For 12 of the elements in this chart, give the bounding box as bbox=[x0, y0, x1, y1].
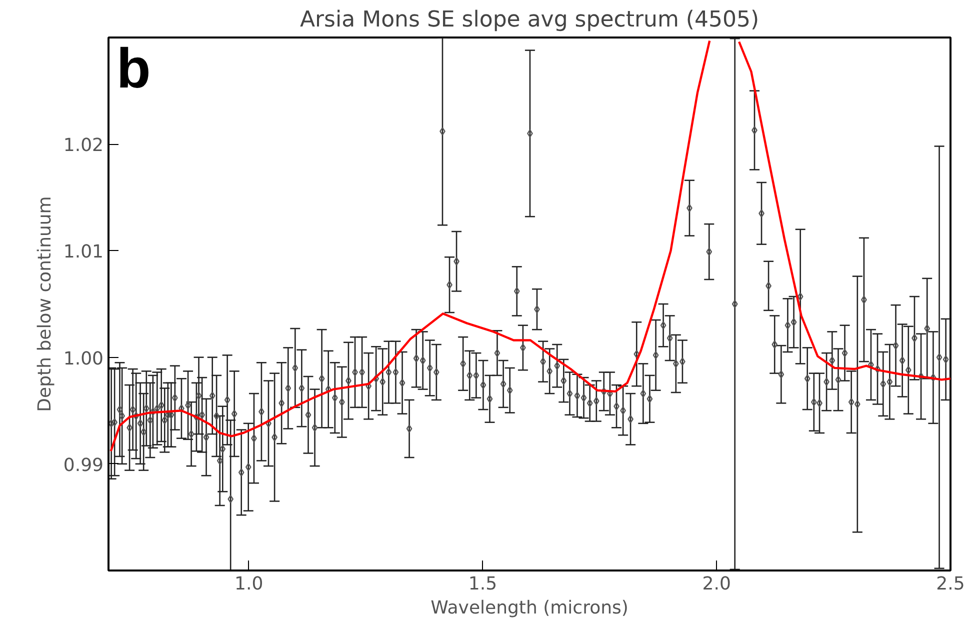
x-tick-label: 2.5 bbox=[936, 574, 965, 594]
annotation: b bbox=[116, 36, 151, 100]
x-tick-label: 2.0 bbox=[702, 574, 731, 594]
x-tick-label: 1.5 bbox=[468, 574, 498, 594]
x-tick-label: 1.0 bbox=[234, 574, 264, 594]
chart-title: Arsia Mons SE slope avg spectrum (4505) bbox=[300, 8, 760, 32]
x-axis-title: Wavelength (microns) bbox=[430, 598, 628, 618]
y-tick-label: 1.01 bbox=[63, 242, 104, 263]
y-tick-label: 0.99 bbox=[63, 454, 104, 476]
y-tick-label: 1.00 bbox=[63, 348, 104, 370]
y-tick-label: 1.02 bbox=[63, 135, 104, 156]
y-axis-title: Depth below continuum bbox=[34, 196, 56, 412]
